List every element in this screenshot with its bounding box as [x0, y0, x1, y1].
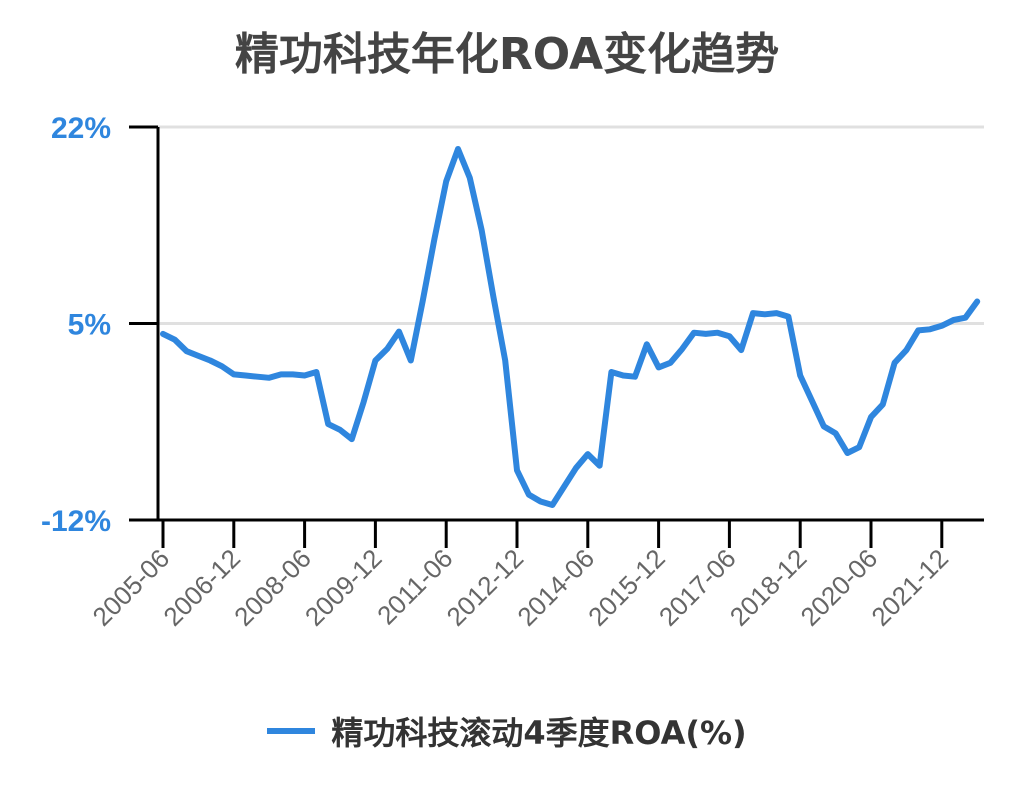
gridlines — [158, 125, 984, 325]
x-tick-label: 2008-06 — [228, 543, 317, 632]
y-tick-label: 22% — [51, 112, 111, 145]
x-axis-ticks: 2005-062006-122008-062009-122011-062012-… — [87, 520, 954, 632]
y-tick-label: 5% — [68, 309, 111, 342]
x-tick-label: 2012-12 — [441, 543, 530, 632]
x-tick-label: 2011-06 — [371, 543, 458, 630]
y-tick-label: -12% — [41, 505, 111, 538]
y-axis-ticks: 22% 5% -12% — [41, 112, 158, 538]
x-tick-label: 2015-12 — [582, 543, 671, 632]
x-tick-label: 2017-06 — [653, 543, 742, 632]
x-tick-label: 2018-12 — [724, 543, 813, 632]
x-tick-label: 2006-12 — [157, 543, 246, 632]
x-tick-label: 2014-06 — [511, 543, 600, 632]
x-tick-label: 2021-12 — [865, 543, 954, 632]
x-tick-label: 2020-06 — [795, 543, 884, 632]
legend: 精功科技滚动4季度ROA(%) — [0, 708, 1014, 754]
legend-line-swatch-icon — [267, 728, 316, 734]
roa-line-series — [160, 146, 981, 508]
legend-label: 精功科技滚动4季度ROA(%) — [331, 714, 747, 752]
chart-title: 精功科技年化ROA变化趋势 — [234, 29, 780, 80]
x-tick-label: 2009-12 — [299, 543, 388, 632]
x-tick-label: 2005-06 — [87, 543, 176, 632]
